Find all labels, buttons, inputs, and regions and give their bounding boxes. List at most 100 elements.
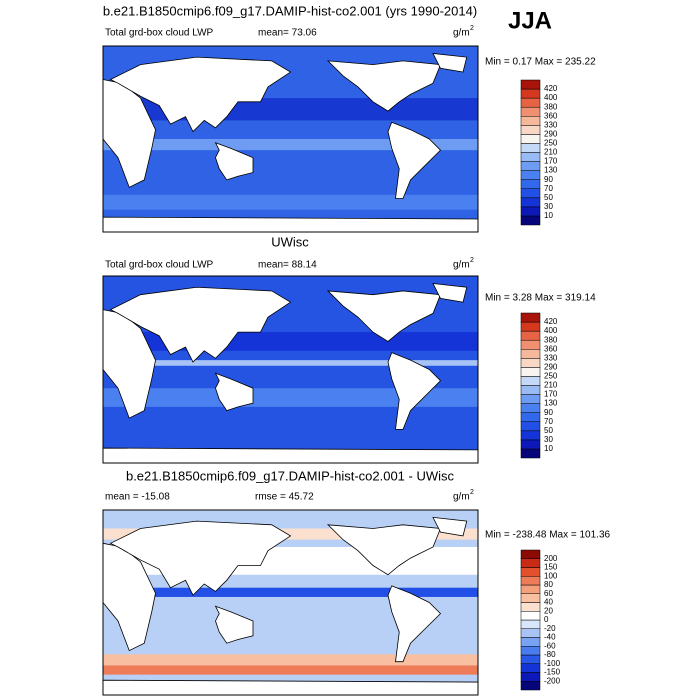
colorbar-label: 330 <box>544 353 558 362</box>
colorbar-label: 420 <box>544 84 558 93</box>
colorbar-label: -20 <box>544 624 556 633</box>
panel-left-label: Total grd-box cloud LWP <box>105 260 214 271</box>
panel-title: b.e21.B1850cmip6.f09_g17.DAMIP-hist-co2.… <box>126 468 455 483</box>
map-frame <box>102 275 479 464</box>
colorbar-box <box>520 403 541 413</box>
land <box>387 585 442 663</box>
colorbar-box <box>520 619 541 629</box>
colorbar-label: 10 <box>544 211 553 220</box>
units: g/m <box>453 260 470 271</box>
colorbar-label: 80 <box>544 580 553 589</box>
colorbar-box <box>520 646 541 656</box>
land <box>102 679 479 696</box>
land <box>387 352 442 430</box>
land <box>214 141 254 181</box>
units-power: 2 <box>470 489 474 496</box>
units-power: 2 <box>470 257 474 264</box>
colorbar-box <box>520 106 541 117</box>
colorbar-label: 400 <box>544 326 558 335</box>
land <box>214 605 254 644</box>
panel-title: b.e21.B1850cmip6.f09_g17.DAMIP-hist-co2.… <box>103 3 477 18</box>
colorbar-box <box>520 330 541 341</box>
colorbar-box <box>520 152 541 162</box>
colorbar-box <box>520 88 541 99</box>
land <box>109 286 292 363</box>
colorbar-label: -100 <box>544 659 561 668</box>
map-frame <box>102 509 479 696</box>
colorbar-box <box>520 79 541 90</box>
colorbar-box <box>520 394 541 404</box>
colorbar-label: 290 <box>544 362 558 371</box>
colorbar-box <box>520 321 541 332</box>
colorbar-label: 130 <box>544 399 558 408</box>
panel-stat: rmse = 45.72 <box>255 492 314 503</box>
colorbar-box <box>520 197 541 208</box>
panel-left-label: Total grd-box cloud LWP <box>105 28 214 39</box>
colorbar-label: 90 <box>544 175 553 184</box>
land <box>326 290 442 342</box>
colorbar-label: 20 <box>544 606 553 615</box>
colorbar-box <box>520 576 541 586</box>
panel-stat: mean= 88.14 <box>258 260 317 271</box>
panel-title: UWisc <box>271 234 309 249</box>
colorbar-label: 200 <box>544 554 558 563</box>
colorbar-label: 380 <box>544 102 558 111</box>
colorbar-box <box>520 215 541 226</box>
colorbar-box <box>520 584 541 594</box>
colorbar-label: 330 <box>544 120 558 129</box>
colorbar-box <box>520 412 541 422</box>
colorbar-label: 380 <box>544 335 558 344</box>
field-band <box>103 665 478 675</box>
units: g/m <box>453 28 470 39</box>
colorbar-label: 50 <box>544 426 553 435</box>
colorbar-box <box>520 206 541 217</box>
colorbar-label: 250 <box>544 139 558 148</box>
colorbar-box <box>520 358 541 368</box>
colorbar-box <box>520 134 541 144</box>
colorbar-label: -60 <box>544 641 556 650</box>
land <box>214 372 254 412</box>
min-max: Min = -238.48 Max = 101.36 <box>485 530 611 541</box>
colorbar-label: 210 <box>544 148 558 157</box>
colorbar-box <box>520 143 541 153</box>
field-band <box>103 528 478 540</box>
map <box>102 509 479 696</box>
panel-stat: mean= 73.06 <box>258 28 317 39</box>
panel-left-label: mean = -15.08 <box>105 492 170 503</box>
land <box>102 216 479 233</box>
land <box>326 524 442 576</box>
colorbar-label: 360 <box>544 111 558 120</box>
colorbar-label: -80 <box>544 650 556 659</box>
colorbar-label: 70 <box>544 184 553 193</box>
colorbar-label: 170 <box>544 157 558 166</box>
colorbar-label: 420 <box>544 317 558 326</box>
colorbar-label: 100 <box>544 571 558 580</box>
colorbar-label: 130 <box>544 166 558 175</box>
colorbar-box <box>520 179 541 189</box>
colorbar-box <box>520 421 541 432</box>
colorbar-box <box>520 602 541 612</box>
colorbar-box <box>520 681 541 691</box>
colorbar-label: 360 <box>544 344 558 353</box>
colorbar-label: -40 <box>544 633 556 642</box>
colorbar-box <box>520 430 541 441</box>
colorbar-label: 290 <box>544 129 558 138</box>
colorbar-label: 400 <box>544 93 558 102</box>
colorbar-label: 150 <box>544 563 558 572</box>
colorbar-label: 250 <box>544 372 558 381</box>
colorbar-box <box>520 116 541 126</box>
field-band <box>103 194 478 210</box>
colorbar-label: 210 <box>544 381 558 390</box>
min-max: Min = 3.28 Max = 319.14 <box>485 293 596 304</box>
colorbar-box <box>520 376 541 386</box>
colorbar-box <box>520 97 541 108</box>
colorbar-box <box>520 188 541 199</box>
field-band <box>103 360 478 366</box>
colorbar-label: 0 <box>544 615 549 624</box>
colorbar-box <box>520 549 541 559</box>
field-band <box>103 587 478 597</box>
land <box>326 60 442 112</box>
map <box>102 45 479 233</box>
colorbar-box <box>520 439 541 450</box>
